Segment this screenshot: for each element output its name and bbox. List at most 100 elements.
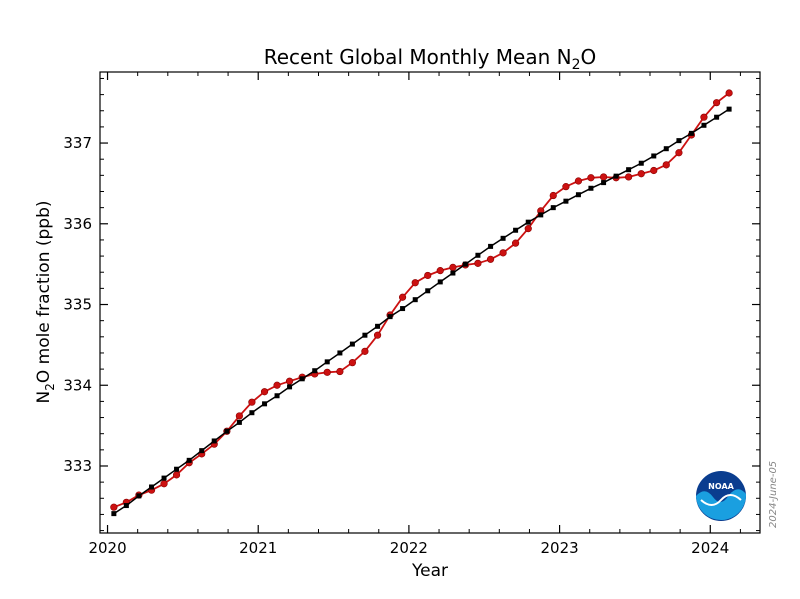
data-point-trend (626, 167, 632, 173)
data-point-trend (651, 153, 657, 159)
series-trend (111, 106, 732, 517)
series-monthly (110, 89, 733, 511)
data-point-trend (236, 419, 242, 425)
x-tick-label: 2021 (239, 539, 277, 557)
data-point-monthly (348, 359, 356, 367)
data-point-trend (287, 384, 293, 390)
noaa-logo: NOAA (696, 471, 747, 521)
data-point-trend (149, 484, 155, 490)
data-point-trend (588, 185, 594, 191)
x-tick-label: 2022 (390, 539, 428, 557)
x-axis: 2020 2021 2022 2023 2024 (88, 72, 741, 557)
data-point-trend (123, 503, 129, 509)
data-point-trend (400, 306, 406, 312)
data-point-monthly (574, 177, 583, 185)
data-point-trend (550, 205, 556, 211)
data-point-trend (186, 457, 192, 463)
data-point-trend (136, 493, 142, 499)
data-point-monthly (424, 271, 432, 280)
data-point-trend (161, 475, 167, 481)
data-point-monthly (285, 377, 294, 385)
data-point-trend (462, 261, 468, 267)
data-point-monthly (549, 191, 557, 200)
data-point-monthly (625, 173, 633, 181)
data-point-trend (575, 192, 581, 198)
data-point-trend (513, 227, 519, 233)
data-point-monthly (336, 367, 344, 376)
data-point-trend (701, 122, 707, 128)
data-point-trend (563, 198, 569, 204)
data-point-trend (174, 466, 180, 472)
data-point-trend (676, 138, 682, 144)
data-point-trend (299, 376, 305, 382)
noaa-logo-text: NOAA (708, 482, 734, 491)
data-point-trend (249, 410, 255, 416)
data-point-monthly (436, 267, 444, 275)
data-point-trend (387, 314, 393, 320)
data-point-monthly (562, 183, 570, 191)
data-point-trend (324, 359, 330, 365)
data-point-trend (601, 180, 607, 186)
data-point-trend (425, 288, 431, 294)
data-point-monthly (713, 99, 721, 107)
x-tick-label: 2024 (691, 539, 729, 557)
data-point-trend (262, 401, 268, 407)
data-point-trend (488, 243, 494, 249)
data-point-monthly (700, 113, 708, 121)
data-point-monthly (411, 279, 419, 287)
data-point-trend (714, 114, 720, 120)
data-point-monthly (160, 480, 168, 488)
y-axis-title: N2O mole fraction (ppb) (34, 200, 57, 403)
data-point-trend (613, 173, 619, 179)
data-point-monthly (587, 174, 595, 182)
data-point-monthly (511, 239, 520, 247)
data-point-monthly (235, 412, 243, 420)
data-point-trend (211, 438, 217, 444)
data-point-trend (726, 106, 732, 112)
data-point-trend (475, 252, 481, 258)
y-tick-label: 336 (63, 215, 92, 233)
series-line-monthly (113, 92, 730, 509)
data-point-monthly (449, 263, 457, 271)
data-point-monthly (650, 166, 658, 175)
data-point-monthly (248, 398, 256, 406)
data-point-monthly (373, 331, 382, 339)
data-point-trend (375, 323, 381, 329)
data-point-monthly (361, 347, 369, 355)
data-point-trend (362, 332, 368, 338)
data-point-trend (525, 219, 531, 225)
data-point-monthly (273, 381, 281, 389)
data-point-monthly (172, 471, 181, 479)
series-layer (110, 89, 733, 517)
data-point-monthly (675, 149, 683, 157)
data-point-monthly (662, 161, 670, 169)
series-line-trend (113, 108, 730, 515)
chart-title: Recent Global Monthly Mean N2O (264, 45, 597, 73)
data-point-monthly (524, 225, 532, 233)
data-point-monthly (110, 503, 118, 511)
x-tick-label: 2023 (540, 539, 578, 557)
data-point-monthly (474, 259, 482, 267)
y-tick-label: 333 (63, 457, 92, 475)
data-point-trend (450, 270, 456, 276)
data-point-monthly (599, 173, 608, 181)
data-point-trend (199, 448, 205, 454)
y-tick-label: 334 (63, 376, 92, 394)
data-point-trend (663, 146, 669, 152)
data-point-trend (274, 393, 280, 399)
data-point-monthly (486, 255, 495, 263)
data-point-monthly (398, 293, 407, 301)
data-point-trend (224, 428, 230, 434)
plot-frame (99, 71, 761, 534)
date-stamp: 2024-June-05 (768, 461, 779, 528)
y-tick-label: 337 (63, 134, 92, 152)
x-axis-title: Year (411, 561, 448, 581)
data-point-monthly (260, 388, 269, 396)
data-point-trend (337, 350, 343, 356)
data-point-monthly (323, 368, 331, 376)
data-point-trend (111, 511, 117, 517)
y-tick-label: 335 (63, 296, 92, 314)
data-point-trend (688, 130, 694, 136)
data-point-trend (500, 235, 506, 241)
